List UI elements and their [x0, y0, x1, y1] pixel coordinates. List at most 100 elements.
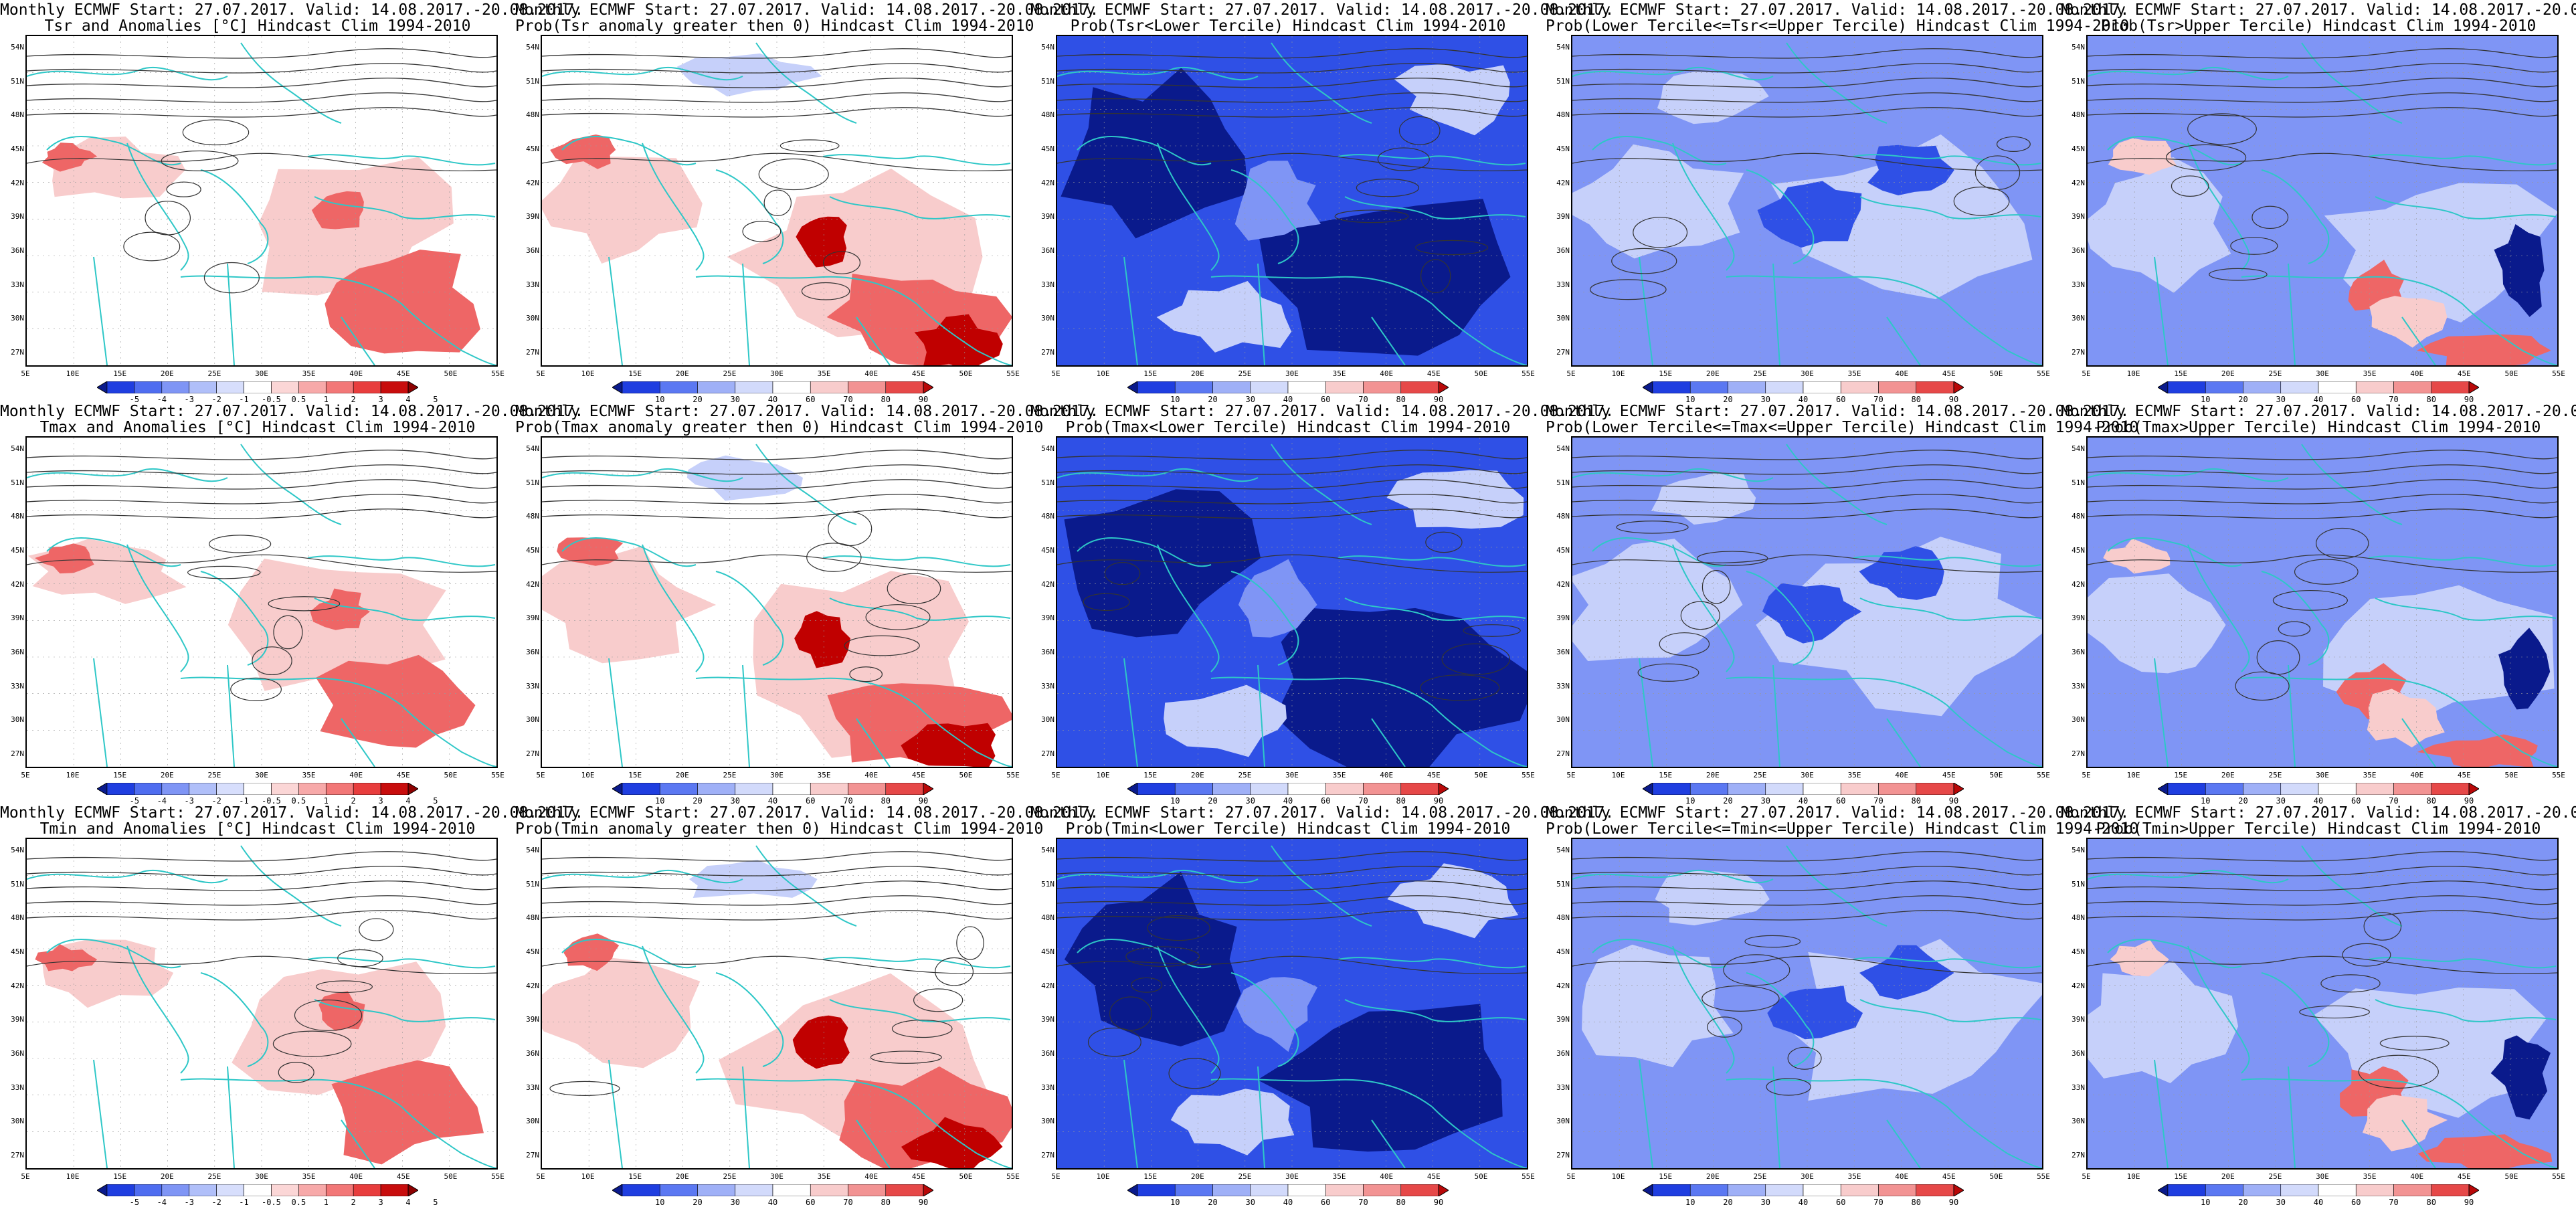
lon-tick-label: 20E — [1706, 369, 1720, 378]
lat-tick-label: 45N — [11, 145, 24, 153]
lat-tick-label: 48N — [1556, 512, 1570, 521]
lon-tick-label: 50E — [444, 771, 458, 779]
colorbar-label: 80 — [2426, 395, 2436, 404]
colorbar-label: 20 — [1723, 1198, 1733, 1207]
colorbar-label: -3 — [184, 395, 194, 404]
lat-tick-label: 51N — [11, 478, 24, 487]
colorbar-label: 40 — [2313, 1198, 2324, 1207]
lat-tick-label: 54N — [2072, 846, 2085, 854]
lon-tick-label: 5E — [1566, 1172, 1576, 1181]
colorbar-label: 5 — [433, 395, 438, 404]
colorbar-label: 60 — [806, 1198, 816, 1207]
lon-tick-label: 55E — [1006, 369, 1020, 378]
lon-tick-label: 40E — [1895, 369, 1909, 378]
lon-tick-label: 35E — [1847, 369, 1861, 378]
colorbar-label: -4 — [157, 796, 167, 806]
colorbar-label: 90 — [2464, 796, 2474, 806]
lat-tick-label: 30N — [526, 715, 539, 725]
lon-tick-label: 25E — [2268, 1172, 2282, 1181]
colorbar-label: 30 — [730, 1198, 740, 1207]
lon-tick-label: 30E — [2316, 1172, 2329, 1181]
lat-tick-label: 36N — [1556, 648, 1570, 656]
lat-tick-label: 27N — [11, 348, 24, 357]
lon-tick-label: 10E — [1096, 1172, 1110, 1181]
lat-tick-label: 48N — [2072, 512, 2085, 521]
panel-title-line2: Prob(Tsr>Upper Tercile) Hindcast Clim 19… — [2100, 17, 2537, 35]
colorbar-label: 4 — [405, 395, 411, 404]
lon-tick-label: 45E — [2457, 771, 2471, 779]
lat-tick-label: 36N — [2072, 246, 2085, 255]
lon-tick-label: 50E — [1989, 1172, 2003, 1181]
colorbar-label: 40 — [1283, 395, 1293, 404]
lon-tick-label: 35E — [1847, 771, 1861, 779]
lat-tick-label: 30N — [526, 314, 539, 323]
lon-tick-label: 30E — [255, 771, 268, 779]
panel-title-line2: Prob(Tsr<Lower Tercile) Hindcast Clim 19… — [1070, 17, 1506, 35]
colorbar-label: 80 — [881, 395, 891, 404]
panel-title-line2: Prob(Lower Tercile<=Tmax<=Upper Tercile)… — [1546, 419, 2139, 436]
lon-tick-label: 15E — [113, 369, 127, 378]
lon-tick-label: 55E — [491, 771, 504, 779]
lon-tick-label: 40E — [864, 369, 879, 378]
lon-tick-label: 50E — [1474, 1172, 1488, 1181]
lat-tick-label: 48N — [526, 110, 539, 120]
lat-tick-label: 42N — [11, 178, 24, 187]
lat-tick-label: 30N — [1556, 314, 1570, 323]
lat-tick-label: 51N — [526, 478, 539, 487]
panel-title-line1: Monthly ECMWF Start: 27.07.2017. Valid: … — [2061, 403, 2576, 420]
panel-title-line1: Monthly ECMWF Start: 27.07.2017. Valid: … — [1546, 403, 2130, 420]
colorbar-label: 20 — [693, 796, 703, 806]
lon-tick-label: 35E — [1332, 771, 1346, 779]
lat-tick-label: 39N — [2072, 1015, 2085, 1024]
lon-tick-label: 30E — [1801, 1172, 1814, 1181]
lat-tick-label: 45N — [1556, 145, 1570, 153]
colorbar-label: -5 — [129, 395, 140, 404]
lat-tick-label: 30N — [2072, 1117, 2085, 1126]
lat-tick-label: 27N — [2072, 749, 2085, 758]
lat-tick-label: 42N — [2072, 981, 2085, 990]
lon-tick-label: 40E — [349, 1172, 363, 1181]
lat-tick-label: 33N — [11, 681, 24, 690]
lat-tick-label: 39N — [1041, 614, 1054, 623]
lat-tick-label: 42N — [1041, 579, 1054, 589]
lat-tick-label: 36N — [526, 648, 539, 656]
lon-tick-label: 25E — [2268, 771, 2282, 779]
colorbar-label: -0.5 — [262, 796, 281, 806]
lon-tick-label: 15E — [1659, 369, 1673, 378]
lat-tick-label: 39N — [1041, 1015, 1054, 1024]
panel-title-line2: Tsr and Anomalies [°C] Hindcast Clim 199… — [44, 17, 471, 35]
lat-tick-label: 51N — [1041, 478, 1054, 487]
lon-tick-label: 25E — [723, 1172, 737, 1181]
lat-tick-label: 30N — [1041, 314, 1054, 323]
lon-tick-label: 40E — [1380, 771, 1394, 779]
map-panel: Monthly ECMWF Start: 27.07.2017. Valid: … — [1546, 401, 2139, 806]
lon-tick-label: 55E — [1006, 1172, 1020, 1181]
lon-tick-label: 20E — [2221, 1172, 2235, 1181]
colorbar-label: 90 — [2464, 395, 2474, 404]
lat-tick-label: 51N — [2072, 76, 2085, 86]
colorbar-label: 60 — [2351, 395, 2361, 404]
lon-tick-label: 10E — [581, 771, 595, 779]
colorbar-label: 10 — [1685, 796, 1695, 806]
map-panel: Monthly ECMWF Start: 27.07.2017. Valid: … — [2061, 0, 2576, 404]
lon-tick-label: 50E — [444, 1172, 458, 1181]
panel-title-line1: Monthly ECMWF Start: 27.07.2017. Valid: … — [1546, 1, 2130, 19]
colorbar-label: 70 — [2389, 1198, 2399, 1207]
lat-tick-label: 27N — [11, 749, 24, 758]
lon-tick-label: 45E — [396, 369, 410, 378]
lon-tick-label: 55E — [491, 1172, 504, 1181]
lat-tick-label: 51N — [2072, 478, 2085, 487]
lat-tick-label: 42N — [2072, 579, 2085, 589]
lon-tick-label: 45E — [1427, 369, 1441, 378]
colorbar-label: 60 — [806, 395, 816, 404]
lat-tick-label: 33N — [526, 681, 539, 690]
colorbar-label: 70 — [2389, 395, 2399, 404]
lat-tick-label: 54N — [11, 846, 24, 854]
colorbar-label: 80 — [2426, 1198, 2436, 1207]
lon-tick-label: 55E — [1006, 771, 1020, 779]
map-area — [25, 436, 498, 768]
lon-tick-label: 20E — [2221, 369, 2235, 378]
lat-tick-label: 33N — [526, 1083, 539, 1092]
lat-tick-label: 30N — [11, 715, 24, 725]
lat-tick-label: 36N — [1556, 1049, 1570, 1058]
